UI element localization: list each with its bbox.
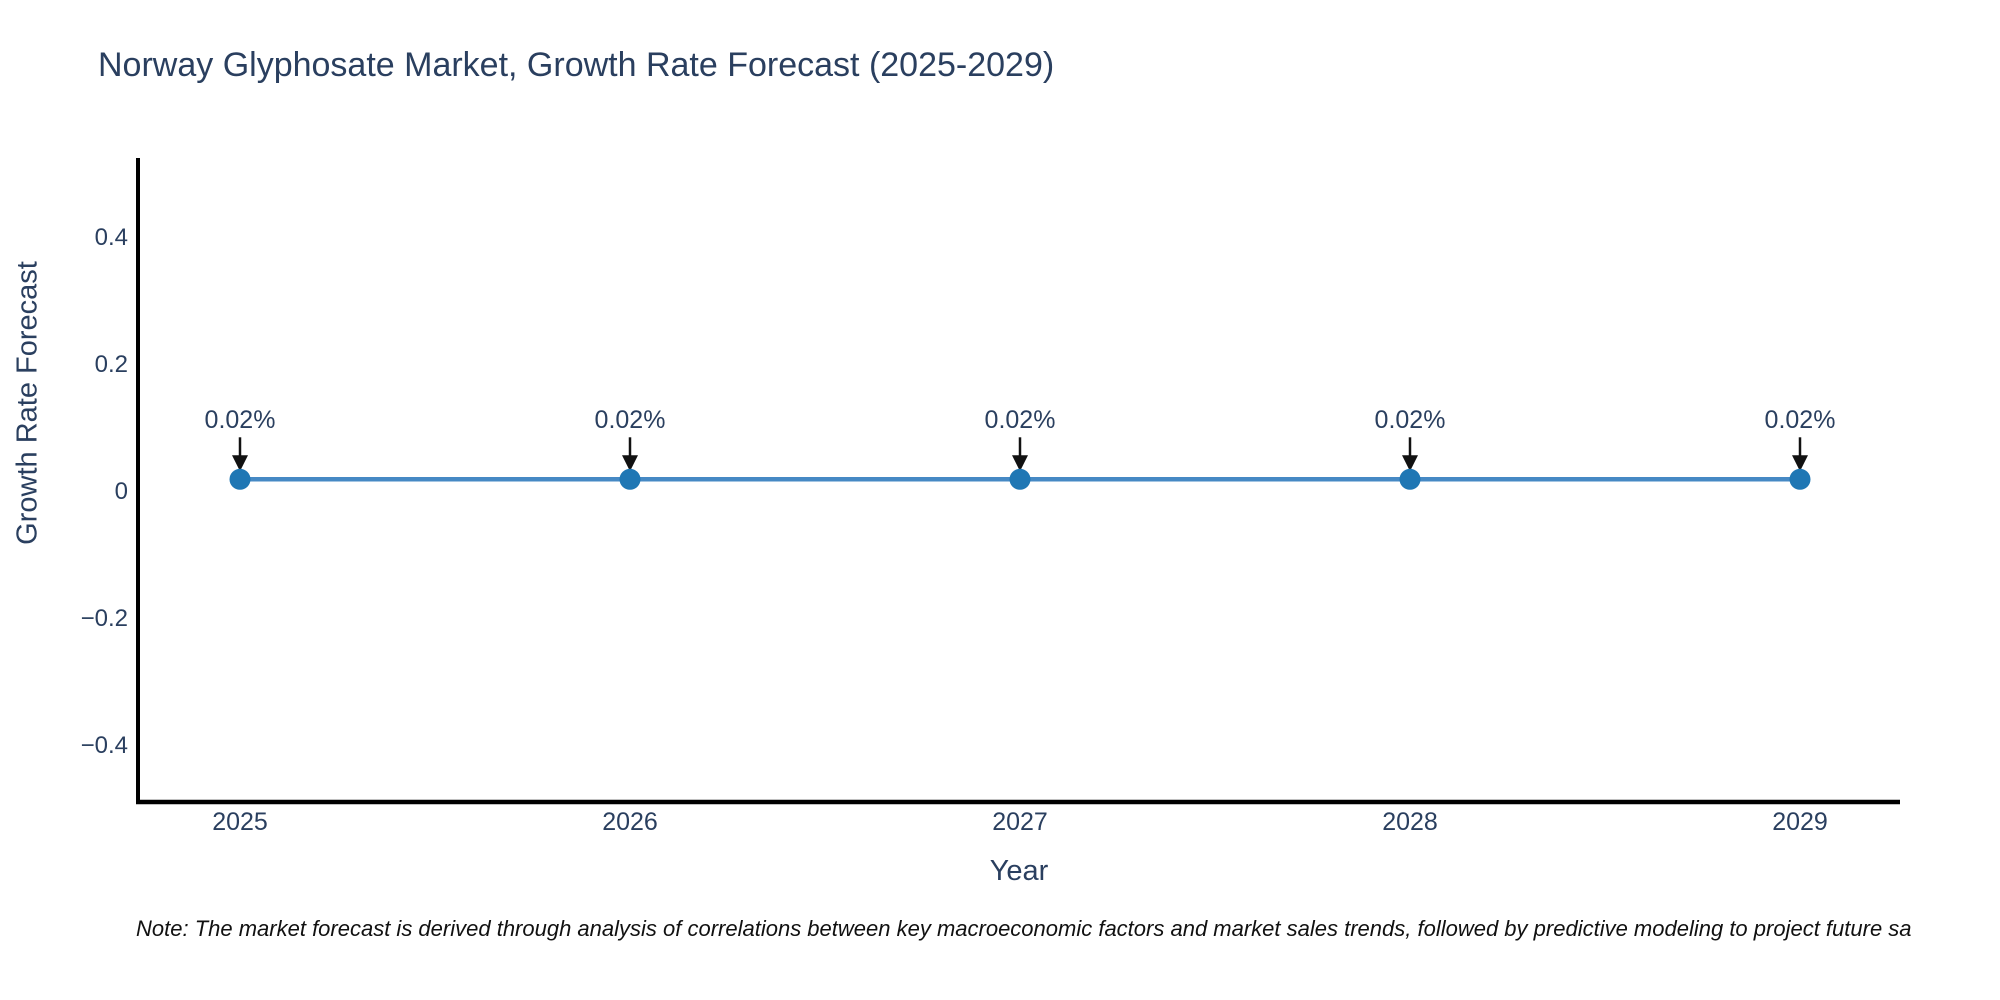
data-point-marker (229, 468, 251, 490)
data-point-label: 0.02% (204, 406, 276, 435)
data-point-label: 0.02% (1764, 406, 1836, 435)
x-tick-label: 2029 (1772, 808, 1828, 836)
data-point-marker (619, 468, 641, 490)
annotation-arrow-head (1792, 455, 1808, 472)
data-point-marker (1789, 468, 1811, 490)
x-tick-label: 2025 (212, 808, 268, 836)
data-point-marker (1399, 468, 1421, 490)
x-tick-label: 2027 (992, 808, 1048, 836)
y-tick-label: −0.4 (80, 732, 128, 759)
annotation-arrow-head (622, 455, 638, 472)
y-tick-label: −0.2 (80, 605, 128, 632)
annotation-arrow-head (1402, 455, 1418, 472)
footnote: Note: The market forecast is derived thr… (136, 916, 1912, 941)
data-point-label: 0.02% (594, 406, 666, 435)
data-point-label: 0.02% (984, 406, 1056, 435)
x-tick-label: 2026 (602, 808, 658, 836)
x-tick-label: 2028 (1382, 808, 1438, 836)
y-tick-label: 0 (114, 478, 128, 505)
chart-title: Norway Glyphosate Market, Growth Rate Fo… (98, 46, 1055, 84)
data-point-marker (1009, 468, 1031, 490)
y-tick-label: 0.2 (94, 351, 128, 378)
y-tick-label: 0.4 (94, 224, 128, 251)
annotation-arrow-head (1012, 455, 1028, 472)
data-point-label: 0.02% (1374, 406, 1446, 435)
x-axis-title: Year (989, 855, 1049, 887)
annotation-arrow-head (232, 455, 248, 472)
